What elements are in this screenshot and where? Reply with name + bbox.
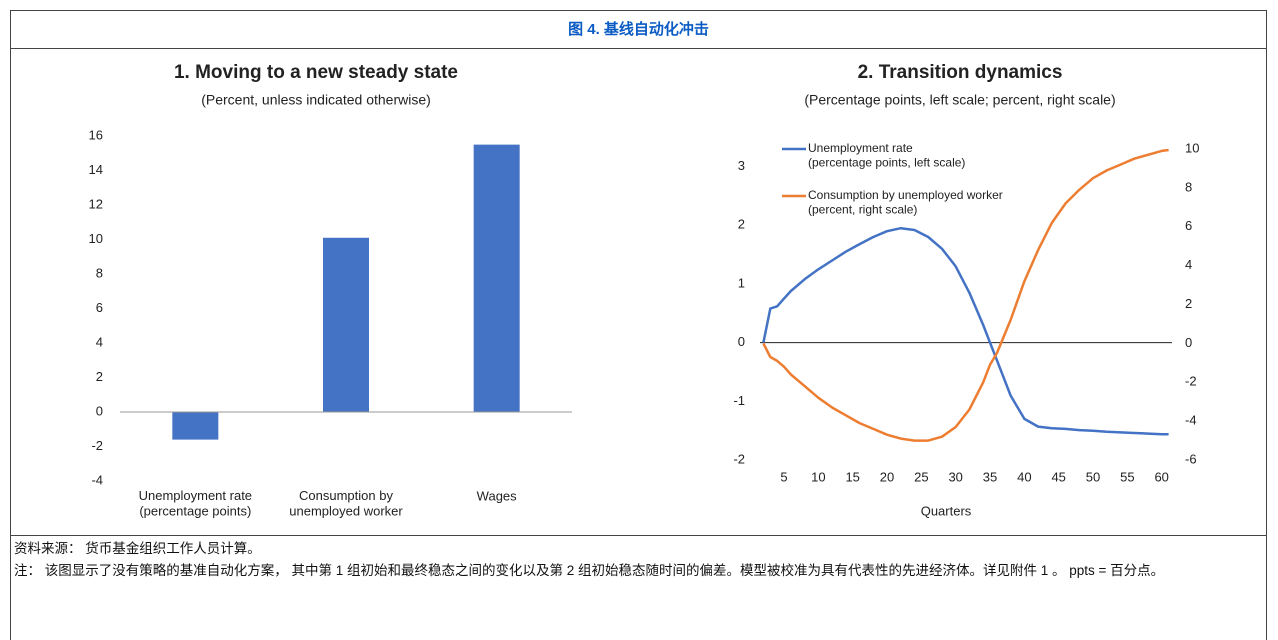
chart-title: 1. Moving to a new steady state (174, 62, 458, 83)
y2-tick-label: 8 (1185, 179, 1192, 194)
y-tick-label: -2 (733, 451, 745, 466)
y2-tick-label: 10 (1185, 140, 1199, 155)
y-tick-label: 10 (89, 231, 103, 246)
x-tick-label: 45 (1051, 469, 1065, 484)
y-tick-label: 12 (89, 196, 103, 211)
figure-title: 图 4. 基线自动化冲击 (11, 11, 1266, 49)
legend-label: Unemployment rate (percentage points, lef… (808, 141, 965, 169)
y2-tick-label: 0 (1185, 335, 1192, 350)
note: 注： 该图显示了没有策略的基准自动化方案， 其中第 1 组初始和最终稳态之间的变… (14, 563, 1165, 578)
chart-subtitle: (Percentage points, left scale; percent,… (804, 92, 1115, 108)
y-tick-label: 16 (89, 127, 103, 142)
notes: 资料来源： 货币基金组织工作人员计算。 注： 该图显示了没有策略的基准自动化方案… (14, 538, 1264, 582)
chart-title: 2. Transition dynamics (858, 62, 1063, 83)
line-series (762, 226, 1169, 436)
y-tick-label: 0 (96, 403, 103, 418)
x-tick-label: Unemployment rate (percentage points) (139, 488, 252, 519)
x-tick-label: 5 (780, 469, 787, 484)
charts: 1. Moving to a new steady state (Percent… (89, 62, 1200, 519)
x-tick-label: 40 (1017, 469, 1031, 484)
y2-tick-label: -6 (1185, 451, 1197, 466)
y-tick-label: 2 (738, 217, 745, 232)
y2-tick-label: 4 (1185, 257, 1192, 272)
x-tick-label: 25 (914, 469, 928, 484)
y-tick-label: -4 (91, 472, 103, 487)
figure-frame: 图 4. 基线自动化冲击 (10, 10, 1267, 640)
x-tick-label: 20 (880, 469, 894, 484)
x-tick-label: Wages (477, 488, 517, 503)
bar (172, 412, 219, 440)
y-tick-label: 2 (96, 369, 103, 384)
y-tick-label: 4 (96, 334, 103, 349)
legend-label: Consumption by unemployed worker (percent… (808, 188, 1003, 216)
bar (473, 144, 520, 412)
y2-tick-label: 6 (1185, 218, 1192, 233)
y-tick-label: 8 (96, 265, 103, 280)
x-tick-label: 55 (1120, 469, 1134, 484)
y2-tick-label: -4 (1185, 413, 1197, 428)
y2-tick-label: -2 (1185, 374, 1197, 389)
x-tick-label: 50 (1086, 469, 1100, 484)
chart-subtitle: (Percent, unless indicated otherwise) (201, 92, 431, 108)
y2-tick-label: 2 (1185, 296, 1192, 311)
y-tick-label: 14 (89, 162, 103, 177)
x-tick-label: 15 (845, 469, 859, 484)
y-tick-label: 6 (96, 300, 103, 315)
x-axis-label: Quarters (921, 503, 972, 518)
x-tick-label: 30 (948, 469, 962, 484)
line-series (762, 148, 1169, 442)
x-tick-label: 10 (811, 469, 825, 484)
separator (10, 535, 1267, 536)
x-tick-label: Consumption by unemployed worker (289, 488, 403, 519)
y-tick-label: 0 (738, 334, 745, 349)
y-tick-label: 1 (738, 275, 745, 290)
y-tick-label: 3 (738, 158, 745, 173)
source-note: 资料来源： 货币基金组织工作人员计算。 (14, 541, 261, 556)
y-tick-label: -2 (91, 438, 103, 453)
x-tick-label: 35 (983, 469, 997, 484)
y-tick-label: -1 (733, 393, 745, 408)
x-tick-label: 60 (1154, 469, 1168, 484)
bar (323, 237, 369, 412)
